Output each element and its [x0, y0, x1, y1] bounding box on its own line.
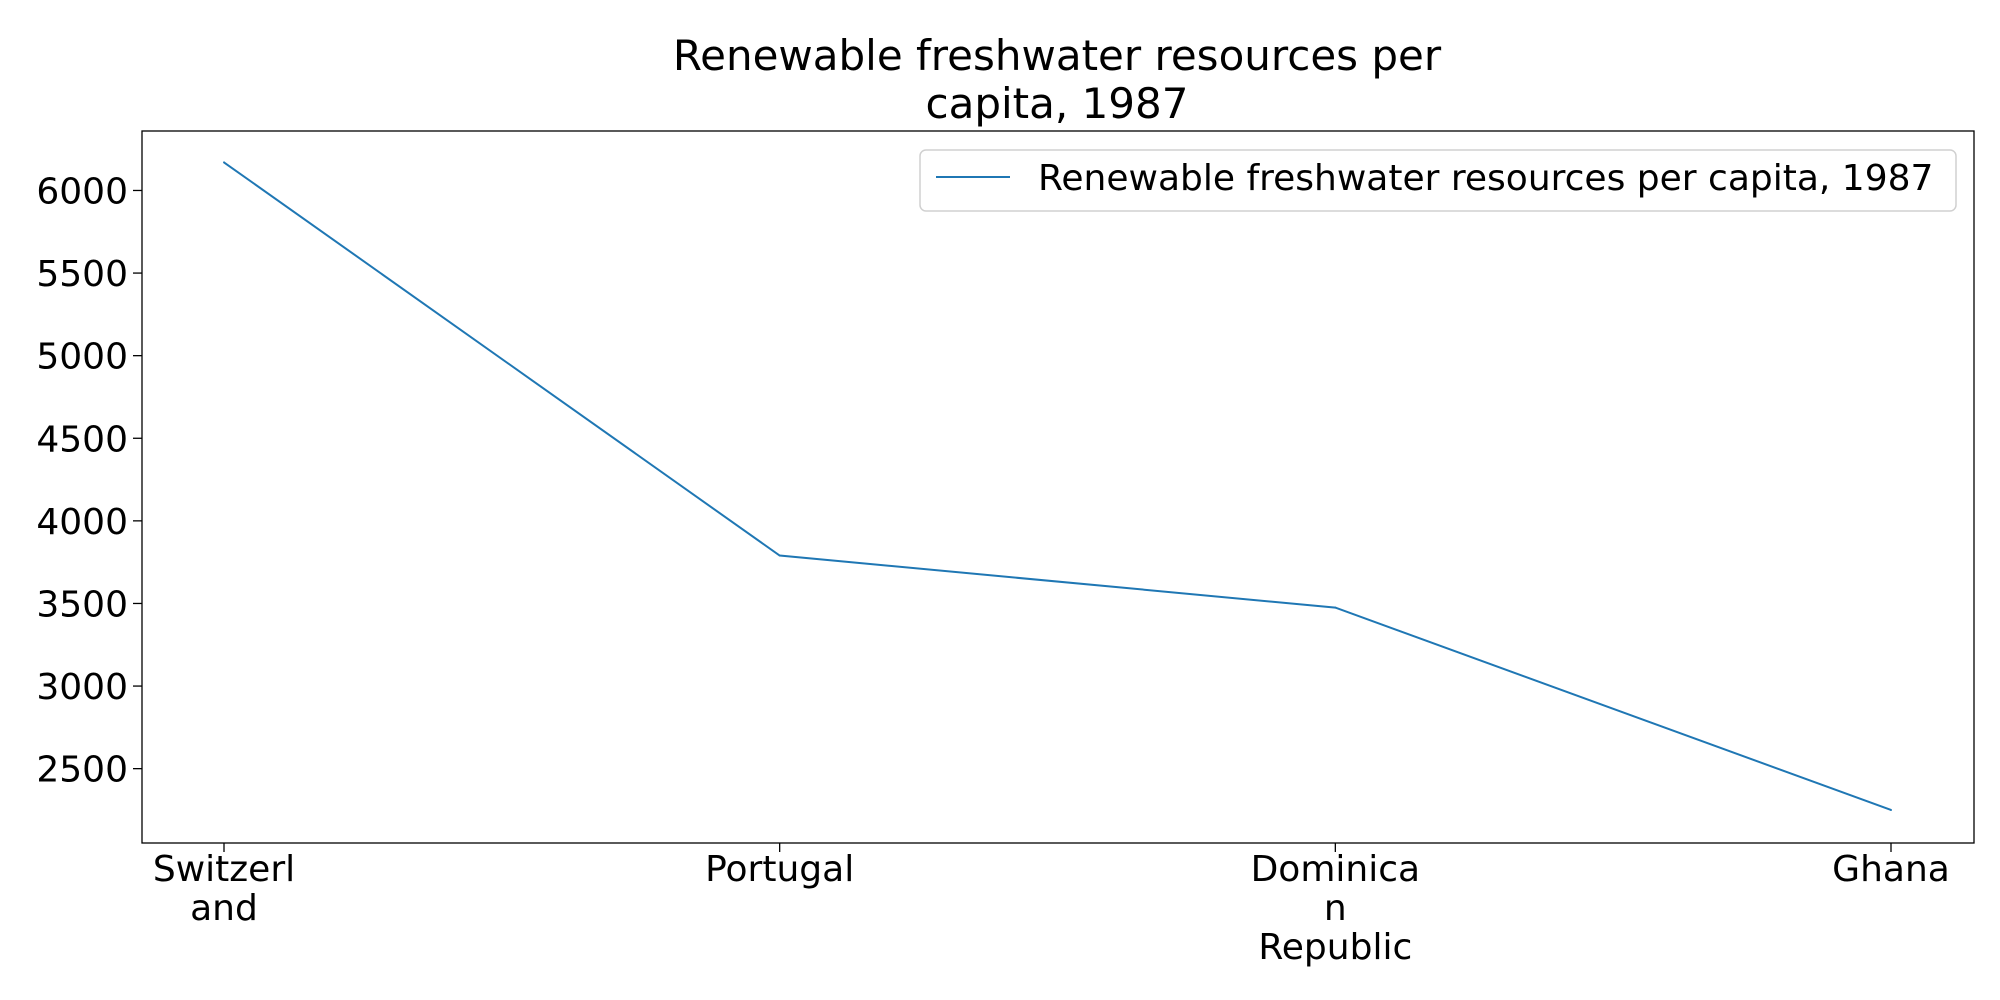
y-tick-label: 6000 — [36, 171, 128, 212]
series-line — [223, 161, 1892, 811]
y-axis: 2500 3000 3500 4000 4500 5000 5500 6000 — [36, 171, 142, 791]
y-tick-label: 3500 — [36, 584, 128, 625]
data-point — [1890, 808, 1892, 811]
legend-box — [919, 149, 1957, 212]
y-tick-label: 2500 — [36, 750, 128, 791]
plot-series — [223, 161, 1892, 811]
chart-title-line-2: capita, 1987 — [926, 79, 1189, 128]
x-tick-label: and — [190, 888, 258, 929]
x-tick-label: Portugal — [705, 849, 854, 890]
y-tick-label: 4500 — [36, 419, 128, 460]
x-tick-label: n — [1324, 888, 1347, 929]
x-tick-label: Dominica — [1251, 849, 1421, 890]
x-tick-label: Ghana — [1832, 849, 1950, 890]
x-tick-label: Switzerl — [153, 849, 295, 890]
chart-title-line-1: Renewable freshwater resources per — [673, 31, 1442, 80]
data-point — [1334, 606, 1337, 609]
x-tick-label: Republic — [1258, 927, 1412, 968]
data-point — [223, 161, 225, 164]
plot-frame — [141, 130, 1975, 844]
legend-label: Renewable freshwater resources per capit… — [1038, 158, 1933, 199]
y-tick-label: 5500 — [36, 254, 128, 295]
y-tick-label: 5000 — [36, 337, 128, 378]
chart-title: Renewable freshwater resources per capit… — [673, 31, 1442, 128]
y-tick-label: 4000 — [36, 502, 128, 543]
y-tick-label: 3000 — [36, 667, 128, 708]
data-point — [778, 554, 781, 557]
legend: Renewable freshwater resources per capit… — [919, 149, 1957, 212]
